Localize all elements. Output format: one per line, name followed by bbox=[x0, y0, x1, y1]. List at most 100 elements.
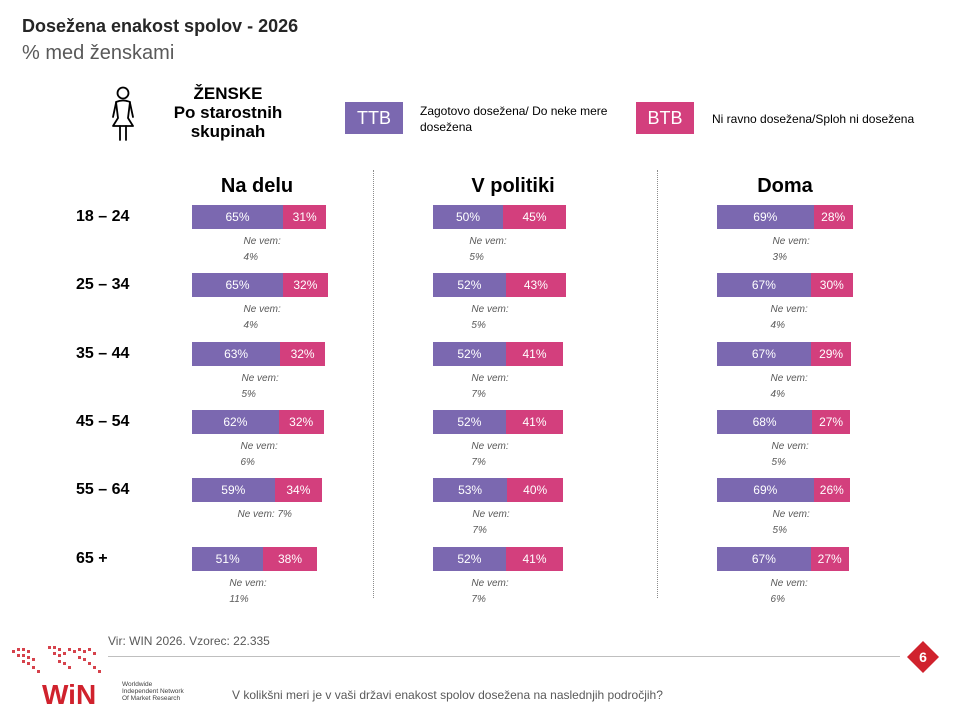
bar-segment-btb: 26% bbox=[813, 478, 850, 502]
stacked-bar: 50% 45% bbox=[433, 205, 573, 229]
woman-icon bbox=[112, 86, 134, 141]
panel-divider bbox=[373, 170, 374, 598]
bar-segment-btb: 29% bbox=[810, 342, 852, 366]
dont-know-label: Ne vem: 5% bbox=[471, 304, 509, 331]
win-logo-text: WiN bbox=[42, 679, 96, 708]
source-note: Vir: WIN 2026. Vzorec: 22.335 bbox=[108, 634, 270, 648]
bar-segment-ttb: 67% bbox=[717, 273, 811, 297]
dont-know-label: Ne vem: 3% bbox=[772, 236, 810, 263]
dont-know-label: Ne vem: 4% bbox=[243, 236, 281, 263]
stacked-bar: 63% 32% bbox=[192, 342, 332, 366]
panel-divider bbox=[657, 170, 658, 598]
bar-segment-btb: 32% bbox=[278, 410, 324, 434]
bar-segment-btb: 41% bbox=[505, 410, 564, 434]
dont-know-label: Ne vem: 4% bbox=[770, 373, 808, 400]
bar-segment-btb: 32% bbox=[280, 342, 325, 366]
dont-know-label: Ne vem: 5% bbox=[241, 373, 279, 400]
stacked-bar: 65% 31% bbox=[192, 205, 332, 229]
legend-btb-swatch: BTB bbox=[636, 102, 694, 134]
panel-title-home: Doma bbox=[757, 175, 813, 197]
stacked-bar: 52% 41% bbox=[433, 342, 573, 366]
dont-know-label: Ne vem: 7% bbox=[471, 578, 509, 605]
bar-segment-ttb: 52% bbox=[433, 273, 506, 297]
age-group-label: 25 – 34 bbox=[76, 276, 130, 293]
page-subtitle: % med ženskami bbox=[22, 42, 175, 64]
bar-segment-btb: 45% bbox=[503, 205, 566, 229]
stacked-bar: 67% 29% bbox=[717, 342, 857, 366]
bar-segment-btb: 31% bbox=[283, 205, 327, 229]
stacked-bar: 52% 43% bbox=[433, 273, 573, 297]
panel-title-politics: V politiki bbox=[471, 175, 555, 197]
bar-segment-ttb: 67% bbox=[717, 547, 811, 571]
age-group-label: 45 – 54 bbox=[76, 413, 130, 430]
stacked-bar: 51% 38% bbox=[192, 547, 332, 571]
stacked-bar: 67% 30% bbox=[717, 273, 857, 297]
survey-question: V kolikšni meri je v vaši državi enakost… bbox=[232, 688, 663, 702]
dont-know-label: Ne vem: 4% bbox=[770, 304, 808, 331]
bar-segment-ttb: 52% bbox=[433, 342, 506, 366]
dont-know-label: Ne vem: 7% bbox=[237, 509, 292, 520]
bar-segment-ttb: 53% bbox=[433, 478, 508, 502]
dont-know-label: Ne vem: 4% bbox=[243, 304, 281, 331]
bar-segment-btb: 34% bbox=[274, 478, 323, 502]
segment-label-line: skupinah bbox=[190, 122, 266, 141]
bar-segment-ttb: 69% bbox=[717, 205, 814, 229]
page-title: Dosežena enakost spolov - 2026 bbox=[22, 16, 299, 36]
bar-segment-ttb: 65% bbox=[192, 273, 283, 297]
stacked-bar: 53% 40% bbox=[433, 478, 573, 502]
bar-segment-ttb: 69% bbox=[717, 478, 814, 502]
age-group-label: 18 – 24 bbox=[76, 208, 130, 225]
stacked-bar: 52% 41% bbox=[433, 547, 573, 571]
bar-segment-ttb: 65% bbox=[192, 205, 283, 229]
svg-text:Of Market Research: Of Market Research bbox=[122, 695, 181, 702]
dont-know-label: Ne vem: 5% bbox=[772, 509, 810, 536]
bar-segment-ttb: 52% bbox=[433, 410, 506, 434]
bar-segment-btb: 43% bbox=[505, 273, 566, 297]
bar-segment-ttb: 63% bbox=[192, 342, 281, 366]
bar-segment-btb: 32% bbox=[283, 273, 328, 297]
segment-label-line: ŽENSKE bbox=[193, 84, 263, 103]
legend-ttb-text: Zagotovo dosežena/ Do neke mere dosežena bbox=[420, 104, 608, 134]
bar-segment-ttb: 50% bbox=[433, 205, 503, 229]
bar-segment-btb: 41% bbox=[505, 547, 564, 571]
page-number-badge: 6 bbox=[907, 641, 939, 673]
panel-title-work: Na delu bbox=[220, 175, 294, 197]
svg-text:Independent Network: Independent Network bbox=[122, 688, 185, 695]
legend-ttb-swatch: TTB bbox=[345, 102, 403, 134]
segment-label-line: Po starostnih bbox=[173, 103, 283, 122]
stacked-bar: 69% 28% bbox=[717, 205, 857, 229]
dont-know-label: Ne vem: 11% bbox=[229, 578, 267, 605]
age-group-label: 55 – 64 bbox=[76, 481, 130, 498]
stacked-bar: 68% 27% bbox=[717, 410, 857, 434]
stacked-bar: 62% 32% bbox=[192, 410, 332, 434]
bar-segment-btb: 27% bbox=[812, 410, 850, 434]
stacked-bar: 52% 41% bbox=[433, 410, 573, 434]
bar-segment-ttb: 68% bbox=[717, 410, 813, 434]
stacked-bar: 65% 32% bbox=[192, 273, 332, 297]
dont-know-label: Ne vem: 7% bbox=[472, 509, 510, 536]
bar-segment-btb: 40% bbox=[507, 478, 564, 502]
bar-segment-btb: 30% bbox=[810, 273, 853, 297]
bar-segment-ttb: 67% bbox=[717, 342, 811, 366]
footer-divider bbox=[108, 656, 900, 657]
bar-segment-btb: 38% bbox=[263, 547, 317, 571]
dont-know-label: Ne vem: 5% bbox=[469, 236, 507, 263]
dont-know-label: Ne vem: 6% bbox=[770, 578, 808, 605]
bar-segment-btb: 41% bbox=[505, 342, 564, 366]
page-number: 6 bbox=[919, 649, 927, 665]
dont-know-label: Ne vem: 5% bbox=[771, 441, 809, 468]
stacked-bar: 59% 34% bbox=[192, 478, 332, 502]
stacked-bar: 69% 26% bbox=[717, 478, 857, 502]
legend-btb-text: Ni ravno dosežena/Sploh ni dosežena bbox=[712, 112, 915, 126]
stacked-bar: 67% 27% bbox=[717, 547, 857, 571]
svg-text:Worldwide: Worldwide bbox=[122, 681, 153, 688]
age-group-label: 65 + bbox=[76, 550, 108, 567]
bar-segment-ttb: 52% bbox=[433, 547, 506, 571]
bar-segment-btb: 27% bbox=[810, 547, 849, 571]
bar-segment-ttb: 51% bbox=[192, 547, 264, 571]
bar-segment-ttb: 62% bbox=[192, 410, 279, 434]
age-group-label: 35 – 44 bbox=[76, 345, 130, 362]
segment-label: ŽENSKE Po starostnih skupinah bbox=[158, 84, 298, 141]
dont-know-label: Ne vem: 7% bbox=[471, 373, 509, 400]
dont-know-label: Ne vem: 6% bbox=[240, 441, 278, 468]
